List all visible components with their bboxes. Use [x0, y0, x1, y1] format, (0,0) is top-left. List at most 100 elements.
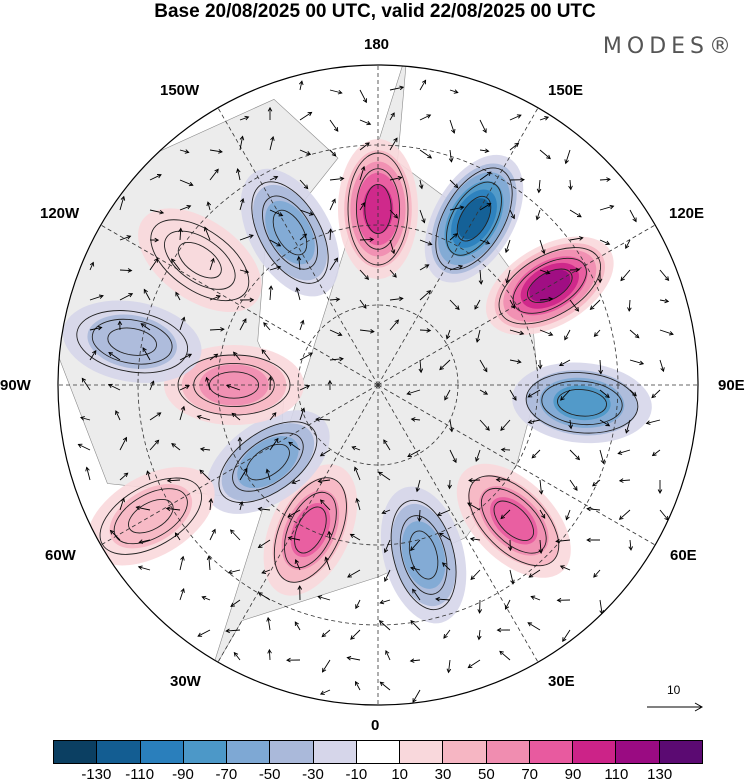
wind-vector-44: [536, 179, 542, 194]
wind-vector-84: [119, 268, 133, 273]
wind-vector-196: [645, 419, 661, 425]
colorbar-swatch-2: [140, 741, 184, 763]
colorbar-swatch-7: [356, 741, 401, 763]
wind-vector-122: [659, 298, 670, 304]
colorbar-swatch-9: [443, 741, 487, 763]
wind-vector-25: [419, 149, 433, 159]
wind-vector-215: [617, 449, 631, 455]
wind-vector-87: [209, 257, 215, 271]
wind-vector-142: [659, 329, 674, 336]
wind-vector-274: [137, 565, 151, 571]
wind-vector-140: [593, 329, 601, 338]
vector-scale-arrow-icon: [647, 702, 704, 712]
wind-vector-248: [436, 509, 451, 517]
contour-10-2: [272, 209, 308, 256]
wind-vector-103: [89, 294, 104, 301]
wind-vector-182: [179, 405, 186, 421]
wind-vectors: [77, 79, 674, 703]
wind-vector-96: [478, 269, 484, 285]
contour-3-1: [541, 380, 623, 426]
wind-vector-34: [236, 168, 241, 181]
wind-vector-48: [149, 209, 165, 215]
wind-vector-33: [209, 168, 219, 181]
wind-vector-325: [446, 659, 452, 674]
wind-vector-157: [558, 359, 571, 367]
contour-1-2: [456, 195, 492, 242]
wind-vector-61: [535, 209, 541, 221]
wind-vector-60: [509, 209, 515, 220]
wind-vector-295: [317, 595, 331, 601]
wind-vector-158: [598, 359, 604, 375]
wind-vector-53: [299, 209, 314, 216]
wind-vector-267: [438, 532, 451, 541]
wind-vector-321: [321, 659, 331, 673]
wind-vector-113: [389, 296, 404, 302]
lon-label-90e: 90E: [718, 377, 745, 394]
colorbar-tick-label: -90: [172, 766, 194, 783]
lon-label-150e: 150E: [548, 82, 584, 99]
wind-vector-50: [206, 201, 212, 211]
wind-vector-40: [418, 179, 424, 190]
contour-11-0: [99, 477, 203, 555]
colorbar-tick-label: -10: [345, 766, 368, 783]
wind-vector-39: [389, 175, 403, 181]
wind-vector-224: [291, 479, 301, 485]
wind-vector-161: [81, 377, 91, 391]
meridian-150: [377, 107, 539, 386]
wind-vector-237: [119, 497, 125, 511]
wind-vector-194: [599, 419, 611, 427]
wind-vector-26: [448, 149, 454, 163]
wind-vector-309: [321, 629, 331, 638]
wind-vector-56: [389, 209, 399, 219]
wind-vector-166: [225, 384, 241, 391]
wind-vector-18: [209, 149, 223, 154]
meridian-60: [377, 384, 656, 546]
wind-vector-266: [410, 539, 421, 552]
wind-vector-28: [509, 142, 520, 151]
wind-vector-168: [299, 384, 311, 391]
wind-vector-109: [268, 285, 274, 301]
wind-vector-176: [599, 389, 610, 398]
colorbar-swatch-4: [227, 741, 271, 763]
wind-vector-93: [389, 269, 397, 278]
wind-vector-119: [569, 299, 580, 312]
wind-vector-69: [239, 234, 254, 241]
wind-vector-121: [627, 299, 632, 312]
wind-vector-104: [119, 293, 134, 301]
wind-vector-250: [500, 509, 511, 520]
wind-vector-292: [230, 599, 241, 607]
wind-vector-155: [509, 359, 522, 364]
wind-vector-106: [175, 291, 181, 301]
contour-11-2: [128, 498, 174, 534]
wind-vector-305: [197, 629, 211, 637]
meridian-210: [217, 107, 379, 386]
wind-vector-45: [568, 179, 573, 191]
wind-vector-329: [355, 680, 361, 691]
wind-vector-57: [419, 209, 426, 224]
wind-vector-17: [179, 149, 190, 154]
wind-vector-160: [659, 359, 665, 373]
wind-vector-77: [479, 239, 491, 245]
wind-vector-136: [475, 329, 481, 343]
wind-vector-71: [299, 233, 308, 241]
wind-vector-23: [359, 142, 370, 151]
colorbar-swatch-1: [97, 741, 141, 763]
wind-vector-202: [237, 436, 243, 451]
wind-vector-258: [174, 532, 181, 541]
wind-vector-257: [138, 539, 151, 544]
wind-vector-97: [505, 269, 511, 284]
wind-vector-232: [538, 479, 544, 495]
contour-0-0: [347, 152, 409, 266]
wind-vector-90: [296, 255, 302, 271]
wind-vector-9: [329, 119, 339, 132]
wind-vector-281: [347, 569, 361, 578]
lon-label-120w: 120W: [40, 205, 80, 222]
wind-vector-200: [171, 443, 181, 451]
wind-vector-291: [201, 595, 211, 601]
lon-label-120e: 120E: [669, 205, 705, 222]
wind-vector-213: [569, 449, 581, 461]
wind-vector-328: [319, 689, 331, 695]
colorbar-tick-label: 90: [564, 766, 582, 783]
wind-vector-186: [299, 407, 306, 421]
wind-vector-101: [620, 269, 631, 282]
